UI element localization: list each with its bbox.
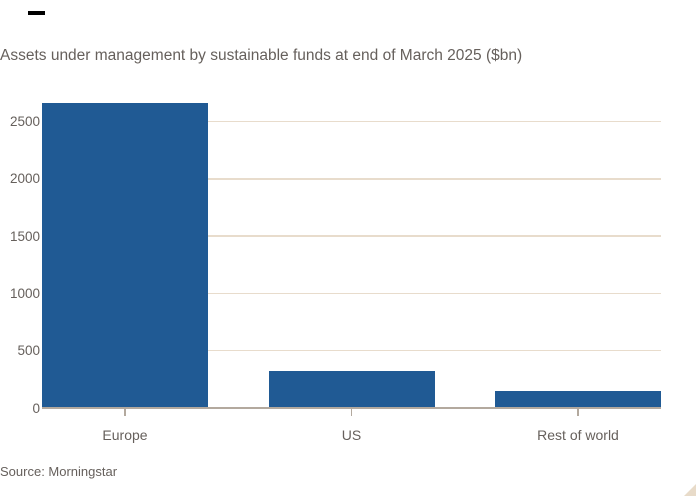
x-axis-category-label: Europe bbox=[102, 427, 148, 443]
top-left-mark bbox=[28, 11, 45, 15]
bar-europe bbox=[42, 103, 208, 408]
x-axis-tick bbox=[577, 409, 579, 416]
x-axis-baseline bbox=[42, 407, 661, 409]
y-axis-tick-label: 0 bbox=[32, 400, 40, 416]
chart-title: Assets under management by sustainable f… bbox=[0, 47, 523, 64]
gridline-2500 bbox=[42, 120, 661, 123]
y-axis-tick-label: 2500 bbox=[9, 114, 40, 129]
resize-corner-icon bbox=[684, 484, 696, 496]
bar-rest-of-world bbox=[495, 390, 661, 408]
x-axis-category-label: Rest of world bbox=[537, 427, 619, 443]
bar-us bbox=[268, 371, 435, 408]
y-axis-tick-label: 1000 bbox=[9, 285, 40, 301]
y-axis-tick-label: 2000 bbox=[9, 171, 40, 187]
gridline-1500 bbox=[42, 235, 661, 237]
gridline-500 bbox=[42, 349, 661, 352]
source-label: Source: Morningstar bbox=[0, 464, 118, 479]
x-axis-tick bbox=[124, 409, 126, 416]
gridline-2000 bbox=[42, 178, 661, 180]
gridline-1000 bbox=[42, 292, 661, 295]
y-axis-tick-label: 500 bbox=[17, 343, 40, 359]
x-axis-category-label: US bbox=[341, 427, 362, 443]
y-axis-tick-label: 1500 bbox=[9, 228, 40, 244]
x-axis-tick bbox=[350, 409, 353, 416]
